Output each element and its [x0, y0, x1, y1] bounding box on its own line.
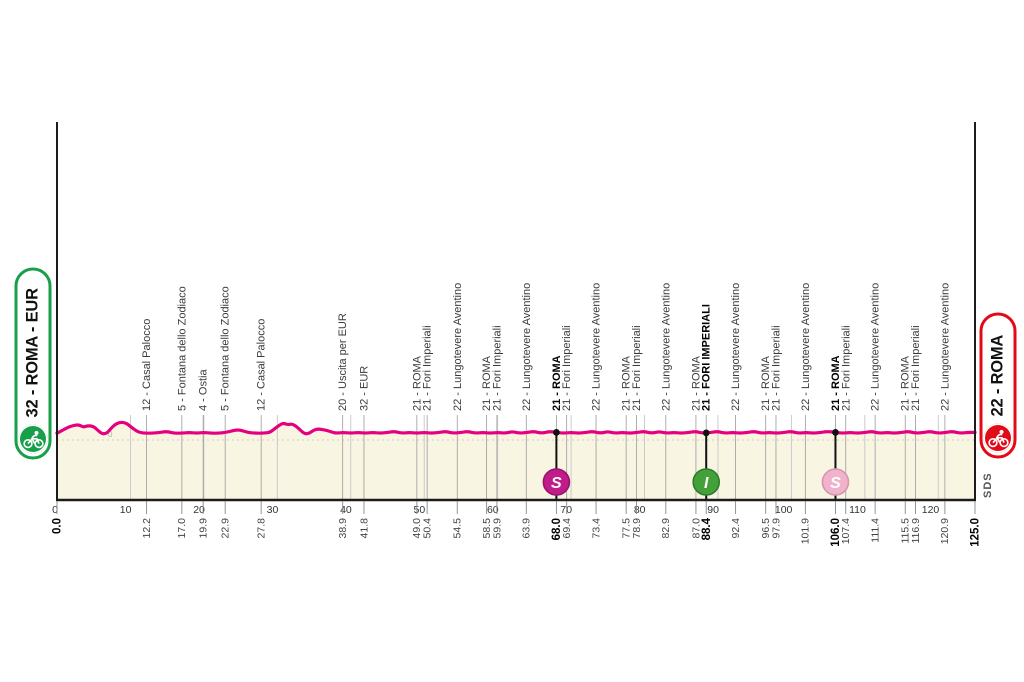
distance-label: 87.0 — [690, 518, 702, 539]
distance-label: 120.9 — [939, 518, 951, 544]
distance-label: 22.9 — [220, 518, 232, 539]
x-axis-tick-label: 40 — [340, 504, 352, 516]
waypoint-label: 21 - ROMA — [621, 355, 633, 411]
sprint-marker — [542, 468, 571, 496]
waypoint-label: 22 - Lungotevere Aventino — [452, 283, 464, 411]
distance-label: 63.9 — [521, 518, 533, 539]
x-axis-tick-label: 90 — [707, 504, 719, 516]
waypoint-label: 22 - Lungotevere Aventino — [730, 283, 742, 411]
x-axis-tick-label: 0 — [52, 504, 58, 516]
waypoint-label: 21 - ROMA — [830, 355, 842, 411]
intergiro-marker — [692, 468, 721, 496]
waypoint-label: 21 - ROMA — [411, 355, 423, 411]
distance-label: 19.9 — [198, 518, 210, 539]
intergiro-marker-dot — [702, 429, 710, 437]
distance-label: 50.4 — [421, 518, 433, 539]
waypoint-label: 21 - ROMA — [760, 355, 772, 411]
intergiro-marker-letter: I — [704, 475, 709, 492]
distance-label: 59.9 — [491, 518, 503, 539]
distance-label: 111.4 — [869, 518, 881, 543]
finish-badge: 22 - ROMA — [979, 312, 1017, 459]
distance-label: 106.0 — [830, 518, 842, 547]
waypoint-label: 21 - ROMA — [551, 355, 563, 411]
waypoint-label: 21 - Fori Imperiali — [631, 325, 643, 411]
distance-label: 68.0 — [551, 518, 563, 540]
distance-label: 92.4 — [730, 518, 742, 539]
waypoint-label: 21 - Fori Imperiali — [910, 325, 922, 411]
waypoint-label: 21 - ROMA — [481, 355, 493, 411]
elevation-profile-line — [55, 420, 977, 436]
distance-label: 77.5 — [621, 518, 633, 539]
distance-label: 73.4 — [590, 518, 602, 539]
sprint-marker-dot — [552, 428, 560, 436]
waypoint-label: 5 - Fontana dello Zodiaco — [220, 286, 232, 411]
waypoint-label: 21 - ROMA — [900, 355, 912, 411]
waypoint-label: 21 - ROMA — [690, 355, 702, 411]
waypoint-label: 12 - Casal Palocco — [141, 319, 153, 411]
profile-area — [57, 422, 975, 500]
distance-label: 17.0 — [176, 518, 188, 539]
waypoint-label: 22 - Lungotevere Aventino — [870, 283, 882, 411]
sprint2-marker-dot — [832, 428, 839, 436]
waypoint-label: 22 - Lungotevere Aventino — [591, 283, 603, 411]
waypoint-label: 21 - Fori Imperiali — [422, 325, 434, 411]
x-axis-tick-label: 50 — [414, 504, 426, 516]
distance-label: 54.5 — [452, 518, 464, 539]
x-axis-tick-label: 20 — [193, 504, 205, 516]
distance-label: 97.9 — [770, 518, 782, 539]
distance-label: 49.0 — [411, 518, 423, 539]
x-axis-tick-label: 120 — [922, 504, 940, 516]
waypoint-label: 20 - Uscita per EUR — [337, 313, 349, 411]
waypoint-label: 21 - Fori Imperiali — [491, 325, 503, 411]
sds-credit: SDS — [982, 472, 994, 498]
distance-label: 82.9 — [660, 518, 672, 539]
x-axis-tick-label: 10 — [120, 504, 132, 516]
distance-label: 107.4 — [840, 518, 852, 544]
waypoint-label: 12 - Casal Palocco — [256, 319, 268, 411]
distance-label: 38.9 — [337, 518, 349, 539]
start-badge-label: 32 - ROMA - EUR — [23, 288, 42, 418]
x-axis-tick-label: 110 — [849, 504, 866, 516]
distance-label: 58.5 — [481, 518, 493, 539]
distance-label: 88.4 — [701, 517, 713, 540]
x-axis-tick-label: 30 — [267, 504, 279, 516]
start-badge: 32 - ROMA - EUR — [14, 267, 52, 460]
waypoint-label: 4 - Ostia — [198, 369, 210, 411]
distance-label: 69.4 — [561, 518, 573, 539]
zero-gridline-label: 0 — [108, 430, 113, 439]
start-cyclist-icon — [18, 424, 48, 454]
waypoint-label: 21 - FORI IMPERIALI — [701, 304, 713, 411]
x-axis-tick-label: 80 — [634, 504, 646, 516]
finish-cyclist-icon — [983, 423, 1013, 453]
waypoint-label: 21 - Fori Imperiali — [561, 325, 573, 411]
waypoint-label: 22 - Lungotevere Aventino — [521, 283, 533, 411]
waypoint-label: 21 - Fori Imperiali — [770, 325, 782, 411]
distance-label: 125.0 — [970, 518, 982, 547]
distance-label: 115.5 — [900, 518, 912, 544]
sprint2-marker — [821, 468, 850, 496]
distance-label: 116.9 — [910, 518, 922, 544]
waypoint-label: 32 - EUR — [358, 366, 370, 411]
distance-label: 0.0 — [52, 518, 64, 534]
finish-badge-label: 22 - ROMA — [988, 334, 1007, 417]
waypoint-label: 22 - Lungotevere Aventino — [939, 283, 951, 411]
waypoint-label: 22 - Lungotevere Aventino — [800, 283, 812, 411]
waypoint-label: 22 - Lungotevere Aventino — [660, 283, 672, 411]
distance-label: 101.9 — [800, 518, 812, 544]
sprint2-marker-letter: S — [830, 475, 841, 492]
distance-label: 78.9 — [631, 518, 643, 539]
waypoint-label: 5 - Fontana dello Zodiaco — [176, 286, 188, 411]
waypoint-label: 21 - Fori Imperiali — [840, 325, 852, 411]
distance-label: 27.8 — [256, 518, 268, 539]
sprint-marker-letter: S — [551, 475, 562, 492]
distance-label: 96.5 — [760, 518, 772, 539]
distance-label: 12.2 — [141, 518, 153, 539]
distance-label: 41.8 — [358, 518, 370, 539]
x-axis-tick-label: 60 — [487, 504, 499, 516]
x-axis-tick-label: 100 — [775, 504, 793, 516]
